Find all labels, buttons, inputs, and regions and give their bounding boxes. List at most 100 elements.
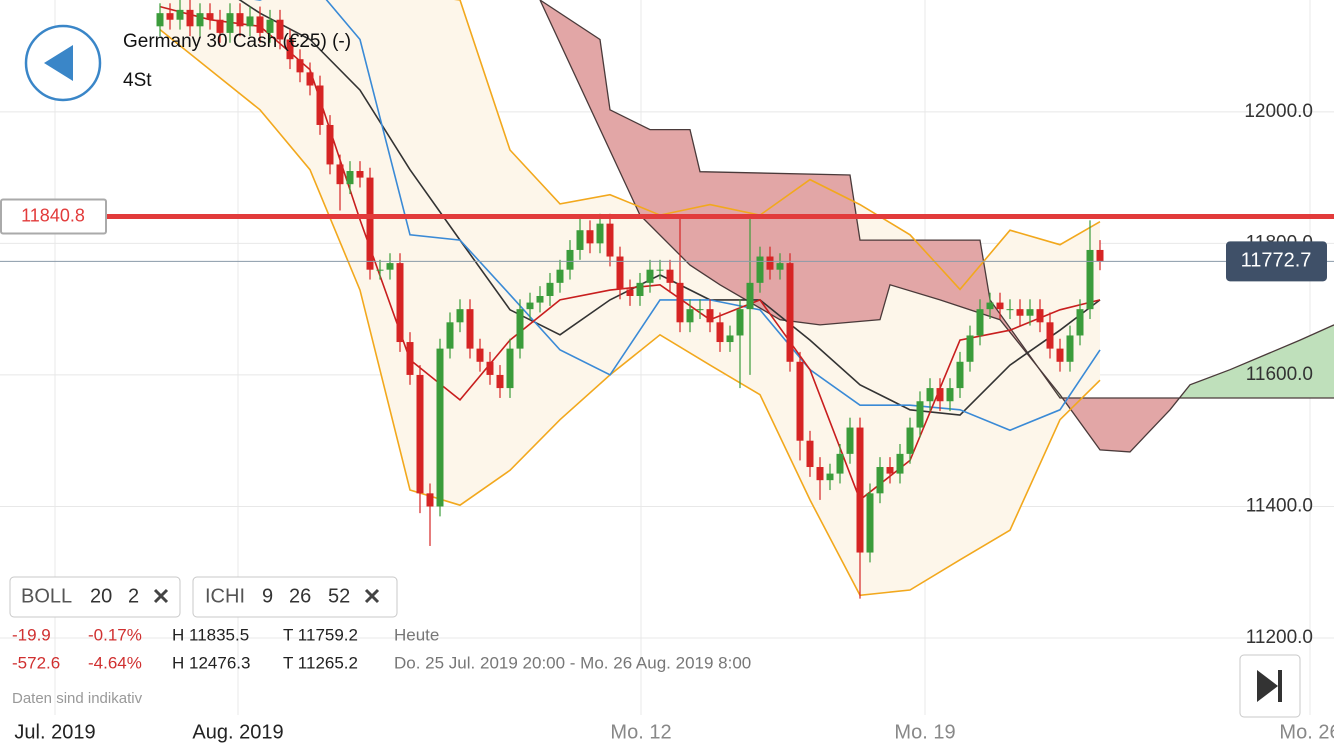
candle-body — [606, 223, 614, 257]
candle-body — [706, 309, 714, 323]
chip-remove[interactable] — [153, 588, 169, 604]
candle-body — [196, 13, 204, 27]
y-tick-label: 11600.0 — [1246, 364, 1313, 385]
candle-body — [826, 473, 834, 481]
kijun-line — [253, 0, 1101, 432]
candle-body — [726, 335, 734, 343]
candle-body — [416, 374, 424, 494]
x-tick-label: Mo. 12 — [610, 721, 671, 743]
change-percent: -4.64% — [88, 653, 142, 672]
candle-body — [1056, 348, 1064, 362]
candle-body — [856, 427, 864, 553]
scroll-end-button[interactable] — [1239, 654, 1301, 718]
change: -572.6 — [12, 653, 60, 672]
indicator-chip[interactable]: ICHI 9 26 52 — [192, 576, 398, 618]
x-tick-label: Mo. 26 — [1279, 721, 1334, 743]
candle-body — [656, 269, 664, 271]
period: Heute — [394, 625, 439, 644]
candle-body — [686, 309, 694, 323]
instrument-title: Germany 30 Cash (€25) (-) — [123, 31, 351, 52]
candle-body — [286, 39, 294, 60]
candle-body — [526, 302, 534, 310]
end-bar-icon[interactable] — [1278, 670, 1282, 702]
candle-body — [1086, 249, 1094, 310]
x-tick-label: Mo. 19 — [894, 721, 955, 743]
candle-body — [766, 256, 774, 270]
candle-body — [1006, 309, 1014, 311]
play-icon[interactable] — [1257, 670, 1278, 702]
candle-body — [806, 440, 814, 468]
candle-body — [636, 282, 644, 296]
candle-body — [886, 467, 894, 474]
candle-body — [916, 401, 924, 428]
candle-body — [546, 282, 554, 296]
cloud-bearish — [540, 0, 1334, 452]
back-arrow[interactable] — [44, 45, 73, 81]
price-badge-label: 11772.7 — [1241, 250, 1312, 272]
candle-body — [356, 171, 364, 178]
candle-body — [436, 348, 444, 507]
candle-body — [316, 85, 324, 125]
low: T 11759.2 — [283, 625, 358, 644]
candle-body — [426, 493, 434, 507]
span-a — [539, 0, 1334, 453]
indicator-chip[interactable]: BOLL 20 2 — [9, 576, 181, 618]
candle-body — [1036, 309, 1044, 323]
y-tick-label: 11400.0 — [1246, 496, 1313, 517]
candle-body — [556, 269, 564, 283]
candle-body — [956, 361, 964, 389]
candle-body — [246, 16, 254, 27]
chip-label: BOLL — [21, 585, 72, 607]
chip-param: 2 — [128, 585, 139, 607]
candle-body — [1046, 322, 1054, 349]
candle-body — [746, 282, 754, 310]
span-b — [539, 0, 1334, 399]
change: -19.9 — [12, 625, 51, 644]
candle-body — [1076, 309, 1084, 336]
candle-body — [256, 16, 264, 33]
alert-label: 11840.8 — [21, 205, 85, 225]
y-tick-label: 11200.0 — [1246, 627, 1313, 648]
candle-body — [336, 164, 344, 185]
candle-body — [936, 388, 944, 402]
alert-label-box — [0, 198, 107, 235]
candle-body — [846, 427, 854, 454]
chip-param: 26 — [289, 585, 311, 607]
chip-box[interactable] — [192, 576, 398, 618]
candle-body — [906, 427, 914, 454]
candle-body — [596, 223, 604, 244]
x-label-bg — [178, 716, 298, 750]
candle-body — [926, 388, 934, 402]
ui: Germany 30 Cash (€25) (-) 4St BOLL 20 2 … — [0, 24, 1334, 750]
candle-body — [326, 124, 334, 165]
candle-body — [696, 309, 704, 311]
candle-body — [296, 59, 304, 73]
high: H 11835.5 — [172, 625, 249, 644]
stats: -19.9 -0.17% H 11835.5 T 11759.2 Heute -… — [12, 625, 751, 672]
candle-body — [876, 467, 884, 494]
chip-remove[interactable] — [364, 588, 380, 604]
candle-body — [496, 374, 504, 389]
candle-body — [156, 13, 164, 27]
candle-body — [406, 342, 414, 375]
candle-body — [276, 19, 284, 40]
grid — [0, 0, 1334, 715]
price-badge — [1226, 241, 1327, 282]
candle-body — [206, 13, 214, 20]
candle-body — [1026, 309, 1034, 316]
candle-body — [226, 13, 234, 33]
candle-body — [166, 13, 174, 20]
candle-body — [836, 453, 844, 474]
candle-body — [456, 309, 464, 323]
plot — [0, 0, 1334, 599]
chip-box[interactable] — [9, 576, 181, 618]
period: Do. 25 Jul. 2019 20:00 - Mo. 26 Aug. 201… — [394, 653, 751, 672]
candle-body — [786, 263, 794, 362]
candle-body — [176, 9, 184, 20]
candle-body — [816, 467, 824, 481]
candle-body — [586, 230, 594, 244]
back-button[interactable] — [24, 24, 102, 102]
candle-body — [346, 171, 354, 185]
